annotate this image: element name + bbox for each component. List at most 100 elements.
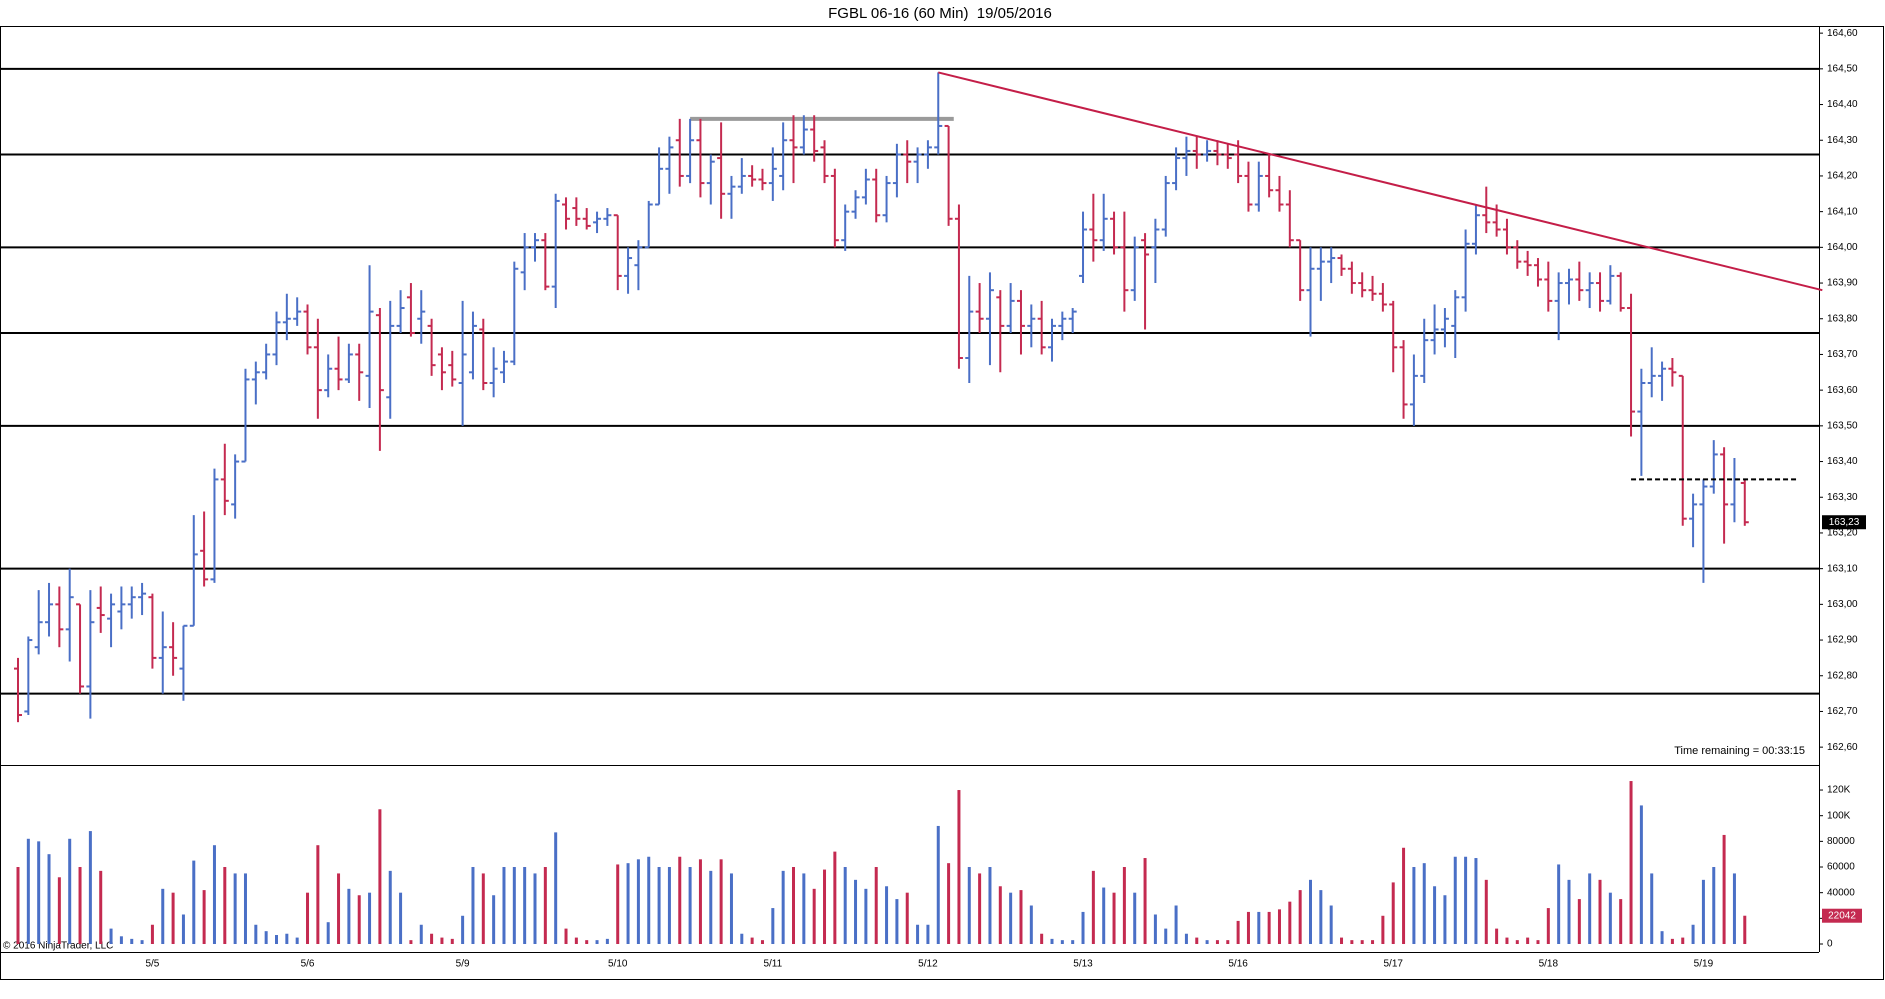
y-tick-label: 163,90 — [1827, 278, 1858, 289]
volume-bar — [750, 937, 754, 944]
last-volume-label: 22042 — [1828, 910, 1856, 921]
volume-bar — [130, 938, 134, 944]
volume-bar — [181, 914, 185, 944]
volume-bar — [1474, 858, 1478, 944]
volume-bar — [1505, 937, 1509, 944]
volume-bar — [1050, 938, 1054, 944]
volume-bar — [1215, 940, 1219, 944]
volume-bar — [1226, 940, 1230, 944]
volume-bar — [337, 873, 341, 944]
volume-bar — [626, 863, 630, 944]
last-volume-box — [1822, 908, 1862, 923]
volume-bar — [1557, 864, 1561, 944]
x-tick-label: 5/19 — [1694, 959, 1714, 970]
volume-bar — [233, 873, 237, 944]
volume-bar — [936, 825, 940, 944]
copyright: © 2016 NinjaTrader, LLC — [3, 941, 113, 952]
volume-bar — [1040, 933, 1044, 944]
volume-bar — [347, 888, 351, 944]
y-tick-label: 163,40 — [1827, 456, 1858, 467]
volume-bar — [1433, 886, 1437, 944]
volume-bar — [119, 936, 123, 944]
volume-bar — [1267, 911, 1271, 944]
volume-bar — [1526, 937, 1530, 944]
y-tick-label: 162,80 — [1827, 670, 1858, 681]
volume-bar — [729, 873, 733, 944]
volume-bar — [1536, 940, 1540, 944]
y-tick-label: 60000 — [1827, 862, 1855, 873]
volume-bar — [388, 870, 392, 944]
volume-bar — [1681, 937, 1685, 944]
volume-bar — [1546, 908, 1550, 944]
volume-bar — [1515, 940, 1519, 944]
volume-bar — [792, 867, 795, 944]
volume-bar — [440, 937, 444, 944]
volume-bar — [1464, 856, 1468, 944]
volume-bar — [636, 859, 640, 944]
volume-bar — [885, 886, 889, 944]
volume-bar — [78, 867, 82, 944]
y-tick-label: 100K — [1827, 810, 1851, 821]
x-tick-label: 5/9 — [456, 959, 470, 970]
volume-bar — [1588, 873, 1592, 944]
volume-bar — [1122, 867, 1126, 944]
volume-bar — [450, 938, 454, 944]
volume-bar — [1246, 911, 1250, 944]
volume-bar — [57, 877, 61, 944]
volume-bar — [595, 940, 599, 944]
trendline — [938, 71, 1823, 292]
volume-bar — [605, 938, 609, 944]
volume-bar — [1371, 940, 1375, 944]
volume-bar — [1029, 905, 1033, 944]
y-tick-label: 162,70 — [1827, 706, 1858, 717]
time-remaining: Time remaining = 00:33:15 — [1674, 745, 1805, 757]
volume-bar — [1329, 905, 1333, 944]
volume-bar — [471, 867, 475, 944]
x-tick-label: 5/5 — [145, 959, 159, 970]
volume-bar — [161, 888, 165, 944]
y-tick-label: 164,20 — [1827, 171, 1858, 182]
volume-bar — [1350, 940, 1354, 944]
volume-bar — [1195, 937, 1199, 944]
volume-bar — [275, 935, 278, 944]
volume-bar — [192, 860, 196, 944]
volume-bar — [760, 940, 764, 944]
volume-bar — [1650, 873, 1654, 944]
volume-bar — [1360, 940, 1364, 944]
volume-bar — [1412, 867, 1416, 944]
volume-bar — [854, 879, 858, 944]
volume-bar — [1164, 928, 1168, 944]
chart-title: FGBL 06-16 (60 Min) 19/05/2016 — [828, 5, 1052, 22]
volume-bar — [171, 892, 175, 944]
y-tick-label: 163,70 — [1827, 349, 1858, 360]
volume-bar — [895, 899, 899, 944]
volume-bar — [616, 864, 620, 944]
y-tick-label: 0 — [1827, 939, 1833, 950]
volume-bar — [140, 940, 144, 944]
volume-bar — [1577, 899, 1581, 944]
volume-bar — [1153, 914, 1157, 944]
volume-bar — [719, 859, 723, 944]
y-tick-label: 162,90 — [1827, 635, 1858, 646]
volume-bar — [740, 933, 744, 944]
volume-bar — [1288, 901, 1292, 944]
volume-bar — [1743, 915, 1747, 944]
volume-bar — [1019, 890, 1023, 944]
volume-bar — [1112, 892, 1116, 944]
volume-bar — [967, 867, 971, 944]
volume-bar — [1381, 915, 1385, 944]
volume-bar — [1402, 847, 1406, 944]
volume-bar — [657, 867, 661, 944]
volume-bar — [1236, 920, 1240, 944]
volume-bar — [957, 790, 961, 944]
volume-bar — [1453, 856, 1457, 944]
volume-bar — [1205, 940, 1209, 944]
volume-bar — [1319, 890, 1323, 944]
volume-bar — [430, 933, 434, 944]
volume-bar — [647, 856, 651, 944]
volume-bar — [502, 867, 506, 944]
volume-bar — [988, 867, 992, 944]
x-tick-label: 5/11 — [763, 959, 782, 970]
volume-bar — [1143, 858, 1147, 944]
volume-bar — [481, 873, 485, 944]
